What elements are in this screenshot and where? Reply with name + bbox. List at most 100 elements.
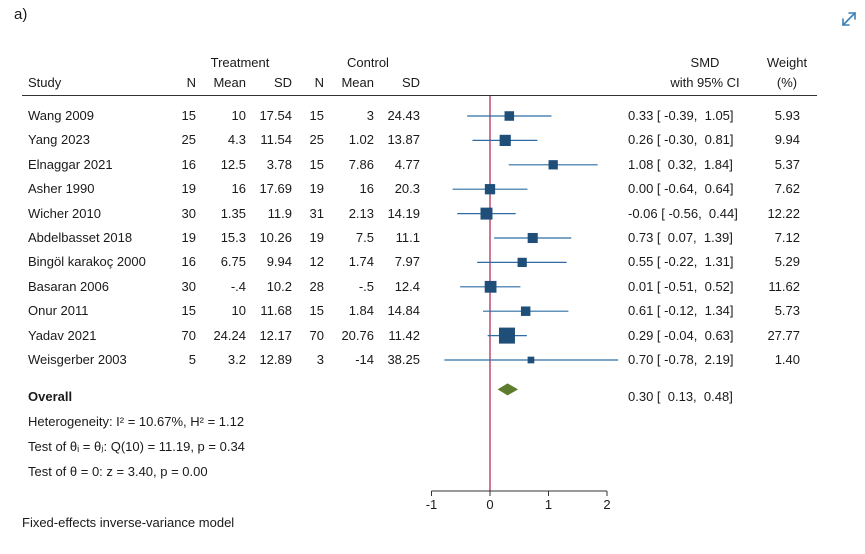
cell-n-t: 15 [181, 108, 196, 123]
cell-sd-t: 3.78 [266, 156, 292, 172]
cell-study: Elnaggar 2021 [28, 156, 113, 172]
cell-sd-c: 13.87 [387, 132, 420, 148]
expand-diagonal-icon[interactable] [838, 8, 860, 30]
study-marker [527, 356, 535, 364]
cell-weight: 11.62 [768, 278, 800, 294]
cell-weight: 12.22 [767, 205, 800, 221]
cell-n-t: 16 [181, 254, 196, 270]
cell-ci: 0.73 [ 0.07, 1.39] [628, 230, 733, 245]
cell-study: Bingöl karakoç 2000 [28, 254, 146, 270]
cell-ci: 0.26 [ -0.30, 0.81] [628, 132, 734, 148]
study-marker [520, 306, 531, 316]
cell-mean-t: 10 [231, 303, 246, 319]
x-tick-label: 2 [603, 497, 610, 512]
cell-study: Basaran 2006 [28, 278, 109, 294]
cell-sd-c: 20.3 [394, 181, 420, 197]
cell-sd-c: 7.97 [394, 254, 420, 270]
header-divider [22, 95, 817, 96]
cell-sd-t: 11.68 [260, 303, 292, 319]
cell-ci: 0.70 [ -0.78, 2.19] [628, 352, 734, 367]
cell-study: Abdelbasset 2018 [28, 230, 133, 245]
cell-sd-c: 11.42 [388, 327, 420, 343]
cell-mean-c: 1.84 [348, 303, 374, 319]
cell-sd-t: 12.89 [259, 352, 292, 367]
header-smd-line2: with 95% CI [670, 75, 740, 90]
cell-ci: 0.33 [ -0.39, 1.05] [628, 108, 734, 123]
x-tick-label: 0 [486, 497, 493, 512]
cell-sd-t: 10.26 [259, 230, 292, 245]
cell-mean-t: 1.35 [220, 205, 246, 221]
study-marker [484, 280, 497, 293]
cell-weight: 9.94 [774, 132, 800, 148]
header-study: Study [28, 75, 62, 90]
cell-mean-c: 7.5 [355, 230, 374, 245]
heterogeneity-stat: Heterogeneity: I² = 10.67%, H² = 1.12 [28, 414, 245, 429]
cell-n-t: 15 [181, 303, 196, 319]
cell-ci: 0.55 [ -0.22, 1.31] [628, 254, 734, 270]
test-theta-zero-stat: Test of θ = 0: z = 3.40, p = 0.00 [28, 464, 208, 479]
overall-ci: 0.30 [ 0.13, 0.48] [628, 389, 733, 404]
panel-label: a) [14, 6, 28, 23]
cell-mean-t: 10 [231, 108, 246, 123]
header-mean-treatment: Mean [213, 75, 246, 90]
cell-n-c: 12 [309, 254, 324, 270]
cell-mean-c: 1.02 [348, 132, 374, 148]
cell-sd-c: 14.19 [387, 205, 420, 221]
cell-n-t: 25 [181, 132, 196, 148]
cell-n-c: 15 [309, 156, 324, 172]
cell-mean-t: 16 [231, 181, 246, 197]
cell-mean-t: 12.5 [220, 156, 246, 172]
header-control-group: Control [347, 55, 389, 70]
header-n-treatment: N [186, 75, 196, 90]
cell-mean-c: 3 [366, 108, 374, 123]
model-footer: Fixed-effects inverse-variance model [22, 515, 235, 530]
x-tick-label: -1 [426, 497, 438, 512]
cell-n-t: 16 [181, 156, 196, 172]
cell-mean-c: 7.86 [348, 156, 374, 172]
overall-label: Overall [28, 389, 73, 404]
cell-n-t: 19 [181, 230, 196, 245]
cell-n-c: 28 [309, 278, 324, 294]
cell-weight: 7.62 [774, 181, 800, 197]
header-weight-line2: (%) [776, 75, 798, 90]
cell-n-c: 19 [309, 230, 324, 245]
cell-sd-t: 11.54 [260, 132, 292, 148]
cell-weight: 5.29 [774, 254, 800, 270]
cell-weight: 5.37 [774, 156, 800, 172]
cell-ci: 1.08 [ 0.32, 1.84] [628, 156, 733, 172]
study-marker [517, 257, 527, 268]
cell-study: Wang 2009 [28, 108, 95, 123]
cell-n-t: 30 [181, 205, 196, 221]
study-marker [499, 134, 511, 146]
cell-study: Weisgerber 2003 [28, 352, 127, 367]
cell-mean-t: 15.3 [220, 230, 246, 245]
study-marker [504, 111, 515, 121]
cell-sd-t: 17.69 [259, 181, 292, 197]
cell-study: Wicher 2010 [28, 205, 101, 221]
header-treatment-group: Treatment [210, 55, 270, 70]
cell-n-c: 25 [309, 132, 324, 148]
overall-diamond [497, 383, 519, 396]
cell-sd-c: 12.4 [394, 278, 420, 294]
header-sd-control: SD [401, 75, 420, 90]
cell-sd-t: 17.54 [259, 108, 292, 123]
cell-n-t: 5 [188, 352, 196, 367]
cell-mean-c: -.5 [358, 278, 374, 294]
cell-study: Yang 2023 [28, 132, 90, 148]
cell-ci: 0.01 [ -0.51, 0.52] [628, 278, 734, 294]
cell-mean-t: 6.75 [220, 254, 246, 270]
cell-n-c: 15 [309, 108, 324, 123]
header-n-control: N [314, 75, 324, 90]
cell-mean-c: 2.13 [348, 205, 374, 221]
cell-ci: -0.06 [ -0.56, 0.44] [628, 205, 738, 221]
cell-mean-c: -14 [355, 352, 374, 367]
cell-weight: 5.73 [774, 303, 800, 319]
cell-mean-c: 1.74 [348, 254, 374, 270]
study-marker [480, 207, 493, 220]
cell-mean-t: 3.2 [227, 352, 246, 367]
study-marker [498, 327, 515, 344]
cell-sd-c: 11.1 [395, 230, 420, 245]
cell-ci: 0.00 [ -0.64, 0.64] [628, 181, 734, 197]
cell-mean-t: 24.24 [213, 327, 246, 343]
